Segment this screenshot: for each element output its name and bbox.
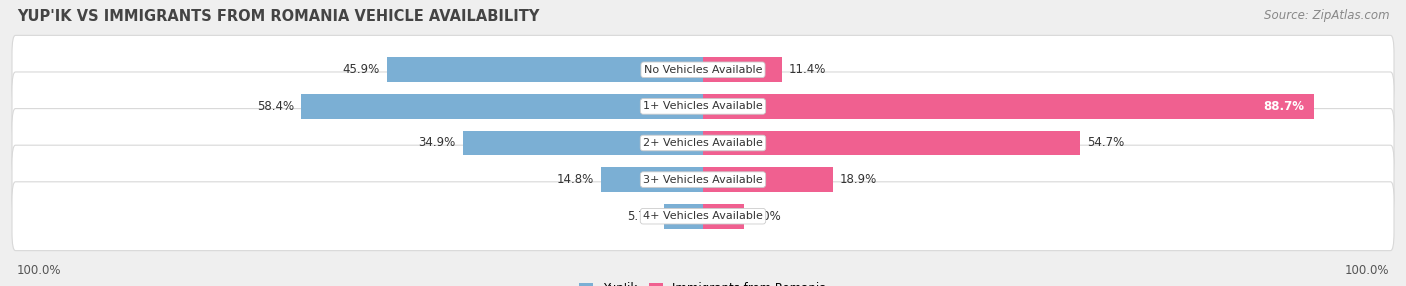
Bar xyxy=(301,94,703,119)
Bar xyxy=(463,130,703,156)
Bar xyxy=(703,204,744,229)
Bar xyxy=(703,94,1315,119)
Text: 18.9%: 18.9% xyxy=(841,173,877,186)
Text: 54.7%: 54.7% xyxy=(1087,136,1123,150)
Text: 4+ Vehicles Available: 4+ Vehicles Available xyxy=(643,211,763,221)
Bar xyxy=(703,57,782,82)
Text: 6.0%: 6.0% xyxy=(751,210,780,223)
Text: 11.4%: 11.4% xyxy=(789,63,825,76)
FancyBboxPatch shape xyxy=(13,35,1393,104)
Bar xyxy=(387,57,703,82)
Bar xyxy=(703,167,834,192)
FancyBboxPatch shape xyxy=(13,145,1393,214)
Text: Source: ZipAtlas.com: Source: ZipAtlas.com xyxy=(1264,9,1389,21)
Text: 88.7%: 88.7% xyxy=(1263,100,1303,113)
Bar xyxy=(664,204,703,229)
Bar xyxy=(600,167,703,192)
Legend: Yup'ik, Immigrants from Romania: Yup'ik, Immigrants from Romania xyxy=(575,278,831,286)
Text: 58.4%: 58.4% xyxy=(257,100,294,113)
Text: 2+ Vehicles Available: 2+ Vehicles Available xyxy=(643,138,763,148)
Text: 100.0%: 100.0% xyxy=(17,265,62,277)
FancyBboxPatch shape xyxy=(13,109,1393,177)
FancyBboxPatch shape xyxy=(13,72,1393,141)
Text: 100.0%: 100.0% xyxy=(1344,265,1389,277)
Text: 5.7%: 5.7% xyxy=(627,210,657,223)
Text: 45.9%: 45.9% xyxy=(343,63,380,76)
Text: 14.8%: 14.8% xyxy=(557,173,595,186)
FancyBboxPatch shape xyxy=(13,182,1393,251)
Text: YUP'IK VS IMMIGRANTS FROM ROMANIA VEHICLE AVAILABILITY: YUP'IK VS IMMIGRANTS FROM ROMANIA VEHICL… xyxy=(17,9,540,23)
Text: 3+ Vehicles Available: 3+ Vehicles Available xyxy=(643,175,763,184)
Text: No Vehicles Available: No Vehicles Available xyxy=(644,65,762,75)
Text: 34.9%: 34.9% xyxy=(419,136,456,150)
Text: 1+ Vehicles Available: 1+ Vehicles Available xyxy=(643,102,763,111)
Bar xyxy=(703,130,1080,156)
